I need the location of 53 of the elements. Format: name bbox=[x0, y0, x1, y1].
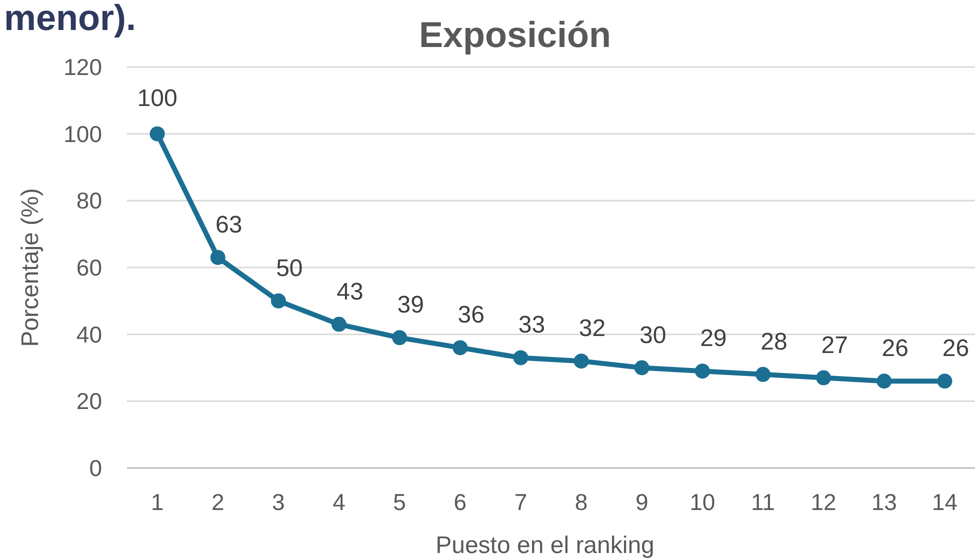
x-tick-label: 2 bbox=[211, 489, 224, 515]
x-tick-label: 11 bbox=[751, 489, 775, 515]
y-tick-label: 80 bbox=[76, 188, 102, 214]
data-label: 63 bbox=[216, 211, 242, 238]
x-tick-label: 6 bbox=[454, 489, 467, 515]
point bbox=[270, 293, 286, 308]
y-tick-label: 20 bbox=[76, 388, 102, 414]
x-tick-label: 5 bbox=[393, 489, 406, 515]
point bbox=[694, 364, 710, 379]
data-label: 26 bbox=[942, 335, 970, 362]
point bbox=[332, 316, 346, 332]
y-tick-label: 100 bbox=[64, 120, 102, 147]
y-tick-label: 120 bbox=[64, 54, 102, 80]
y-axis-title: Porcentaje (%) bbox=[17, 188, 44, 347]
point bbox=[756, 366, 770, 382]
y-tick-label: 40 bbox=[76, 321, 102, 348]
x-tick-label: 9 bbox=[635, 489, 648, 515]
data-label: 32 bbox=[578, 315, 606, 342]
x-tick-label: 4 bbox=[332, 489, 346, 515]
text: menor). bbox=[4, 0, 136, 38]
x-tick-label: 8 bbox=[574, 489, 588, 515]
y-tick-label: 0 bbox=[89, 455, 102, 481]
point bbox=[937, 374, 952, 389]
point bbox=[150, 126, 165, 142]
chart-title: Exposición bbox=[418, 14, 612, 55]
point bbox=[574, 354, 589, 369]
data-label: 50 bbox=[276, 254, 303, 282]
point bbox=[513, 350, 528, 366]
data-label: 27 bbox=[821, 332, 848, 359]
data-label: 100 bbox=[137, 84, 178, 112]
x-axis-title: Puesto en el ranking bbox=[436, 532, 654, 559]
x-tick-label: 7 bbox=[514, 489, 528, 515]
x-tick-label: 10 bbox=[690, 489, 716, 515]
data-label: 28 bbox=[760, 328, 788, 356]
data-label: 29 bbox=[700, 325, 727, 352]
x-tick-label: 12 bbox=[810, 489, 836, 515]
point bbox=[816, 370, 832, 386]
data-label: 26 bbox=[882, 335, 908, 362]
data-label: 43 bbox=[336, 278, 364, 306]
point bbox=[452, 340, 468, 356]
x-tick-label: 13 bbox=[871, 489, 897, 515]
x-tick-label: 3 bbox=[272, 489, 285, 515]
point bbox=[210, 250, 226, 265]
point bbox=[634, 360, 650, 376]
data-label: 36 bbox=[458, 302, 484, 329]
data-label: 39 bbox=[397, 292, 424, 319]
point bbox=[392, 330, 408, 346]
x-tick-label: 14 bbox=[932, 489, 958, 515]
point bbox=[876, 374, 892, 389]
data-label: 33 bbox=[518, 312, 546, 339]
data-label: 30 bbox=[640, 322, 666, 349]
y-tick-label: 60 bbox=[76, 254, 102, 280]
x-tick-label: 1 bbox=[150, 489, 164, 515]
